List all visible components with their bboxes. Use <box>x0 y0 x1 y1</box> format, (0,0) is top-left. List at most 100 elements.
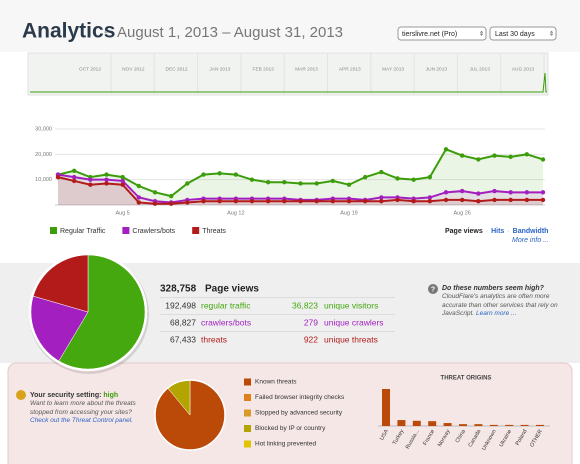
security-bg <box>7 362 573 464</box>
point <box>185 181 190 186</box>
point <box>427 199 433 204</box>
point <box>71 168 77 173</box>
security-link[interactable]: Check out the Threat Control panel. <box>30 417 133 424</box>
stat-number: 36,823 <box>292 300 318 310</box>
stat-number: 68,827 <box>170 317 196 327</box>
timeline-month: MAR 2013 <box>295 66 318 72</box>
bar <box>397 420 406 426</box>
point <box>476 199 481 204</box>
stat-number: 279 <box>304 317 318 327</box>
point <box>282 199 287 204</box>
point <box>540 157 546 162</box>
bar <box>412 420 421 426</box>
period-select-label[interactable]: Last 30 days <box>495 31 535 38</box>
point <box>217 199 222 204</box>
tab-separator: · <box>507 228 509 235</box>
site-select-label[interactable]: tierslivre.net (Pro) <box>402 31 457 38</box>
point <box>362 174 368 180</box>
point <box>540 197 546 203</box>
legend-label: Crawlers/bots <box>132 228 175 235</box>
metric-tab[interactable]: Hits <box>491 228 504 235</box>
point <box>346 182 352 187</box>
timeline-month: MAY 2013 <box>382 66 404 72</box>
y-tick-label: 20,000 <box>35 152 52 158</box>
point <box>492 197 497 203</box>
point <box>71 178 77 184</box>
select-arrow: ⇕ <box>549 31 554 38</box>
point <box>120 182 125 187</box>
point <box>379 199 384 204</box>
point <box>265 199 271 204</box>
metric-tab[interactable]: Page views <box>445 228 483 235</box>
bar <box>382 389 390 426</box>
timeline-month: JUL 2013 <box>470 66 491 72</box>
timeline-month: JAN 2013 <box>209 66 230 72</box>
legend-label: Failed browser integrity checks <box>255 394 345 401</box>
help-link[interactable]: Learn more ... <box>475 310 517 317</box>
help-title: Do these numbers seem high? <box>442 285 545 292</box>
site-select[interactable] <box>397 26 487 41</box>
security-label: Your security setting: <box>30 392 101 399</box>
legend-swatch <box>244 409 251 417</box>
security-level: high <box>103 392 118 399</box>
point <box>476 157 481 162</box>
point <box>508 197 513 203</box>
bar <box>459 424 467 426</box>
more-info[interactable]: More info ... <box>512 237 549 244</box>
point <box>120 174 125 180</box>
point <box>104 172 109 177</box>
legend-swatch <box>244 378 251 386</box>
legend-swatch <box>192 227 200 234</box>
timeline-line <box>30 72 547 93</box>
stat-label: threats <box>201 334 227 344</box>
y-tick-label: 30,000 <box>35 126 52 132</box>
legend-label: Threats <box>202 228 226 235</box>
legend-swatch <box>244 394 251 401</box>
point <box>379 195 384 200</box>
point <box>168 193 174 199</box>
point <box>540 190 546 195</box>
header-bg <box>0 0 580 52</box>
bar <box>536 424 544 426</box>
point <box>201 199 206 204</box>
stat-number: 192,498 <box>165 300 196 310</box>
point <box>443 147 449 152</box>
y-tick-label: 10,000 <box>35 177 52 183</box>
area <box>58 177 543 205</box>
point <box>330 199 336 204</box>
point <box>55 174 61 180</box>
legend-label: Stopped by advanced security <box>255 410 343 417</box>
stat-label: unique threats <box>324 334 378 344</box>
stats-total-label: Page views <box>205 284 259 295</box>
point <box>136 183 142 189</box>
point <box>120 178 125 184</box>
pie-border <box>154 379 226 451</box>
date-range: August 1, 2013 – August 31, 2013 <box>117 24 343 41</box>
point <box>249 177 255 182</box>
point <box>136 200 142 205</box>
point <box>411 199 416 204</box>
shield-icon <box>16 390 26 400</box>
security-setting: Your security setting: high <box>30 392 118 399</box>
point <box>346 199 352 204</box>
legend-swatch <box>50 227 57 234</box>
point <box>249 199 255 204</box>
point <box>330 178 336 184</box>
security-text: Want to learn more about the threats sto… <box>30 400 136 416</box>
point <box>152 190 158 195</box>
point <box>314 181 319 186</box>
period-select[interactable] <box>489 26 557 41</box>
legend-swatch <box>122 227 130 234</box>
point <box>492 153 497 158</box>
point <box>524 197 530 203</box>
help-icon <box>428 284 438 294</box>
security-body: Want to learn more about the threats sto… <box>30 400 148 426</box>
bar <box>505 424 514 426</box>
pie-border <box>28 252 148 372</box>
x-tick-label: Aug 5 <box>115 210 129 216</box>
point <box>298 199 303 204</box>
point <box>524 190 530 195</box>
stat-number: 67,433 <box>170 334 196 344</box>
metric-tab[interactable]: Bandwidth <box>513 228 549 235</box>
